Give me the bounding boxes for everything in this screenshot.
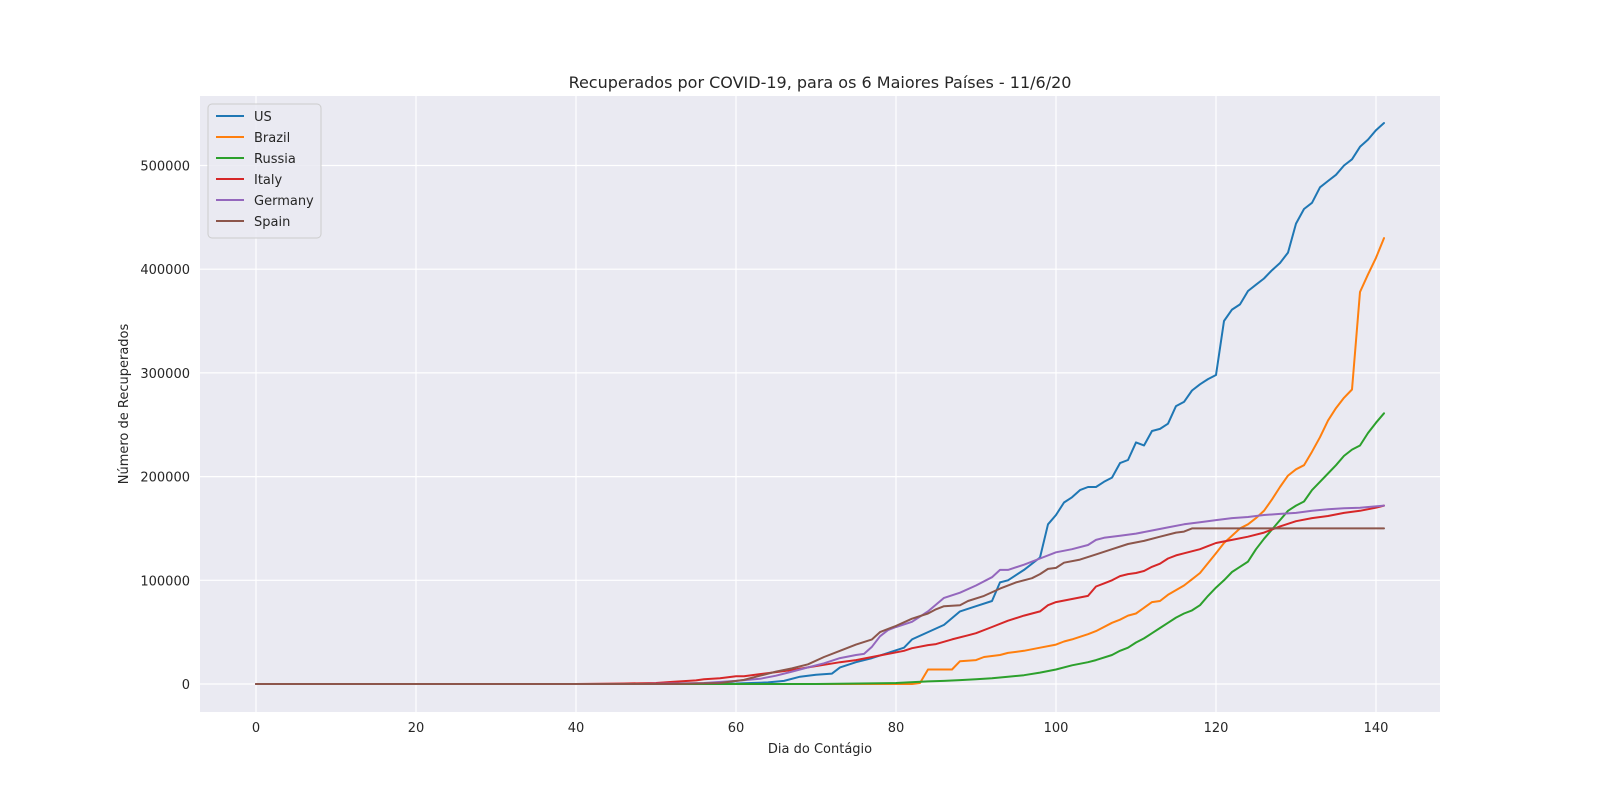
chart-title: Recuperados por COVID-19, para os 6 Maio…: [569, 73, 1072, 92]
x-axis-ticks: 0 20 40 60 80 100 120 140: [252, 721, 1389, 736]
legend-label-us: US: [254, 110, 272, 125]
x-tick-label: 120: [1204, 721, 1229, 736]
x-tick-label: 80: [888, 721, 905, 736]
x-tick-label: 20: [408, 721, 425, 736]
series-line-spain: [255, 527, 1385, 685]
series-line-brazil: [255, 237, 1385, 685]
y-axis-title: Número de Recuperados: [117, 324, 132, 485]
series-line-germany: [255, 504, 1385, 685]
x-tick-label: 60: [728, 721, 745, 736]
series-line-italy: [255, 504, 1385, 685]
legend-label-brazil: Brazil: [254, 131, 290, 146]
legend-label-russia: Russia: [254, 152, 296, 167]
x-axis-title: Dia do Contágio: [768, 742, 872, 757]
y-tick-label: 500000: [140, 159, 190, 174]
grid: [200, 96, 1440, 712]
x-tick-label: 40: [568, 721, 585, 736]
legend-label-spain: Spain: [254, 215, 290, 230]
plot-background: [200, 96, 1440, 712]
legend-label-italy: Italy: [254, 173, 283, 188]
series-layer: [255, 122, 1385, 685]
legend-label-germany: Germany: [254, 194, 314, 209]
y-axis-ticks: 0 100000 200000 300000 400000 500000: [140, 159, 190, 693]
y-tick-label: 100000: [140, 574, 190, 589]
legend: US Brazil Russia Italy Germany Spain: [207, 103, 322, 239]
y-tick-label: 0: [182, 678, 190, 693]
y-tick-label: 200000: [140, 471, 190, 486]
series-line-russia: [255, 412, 1385, 685]
x-tick-label: 140: [1364, 721, 1389, 736]
y-tick-label: 400000: [140, 263, 190, 278]
x-tick-label: 100: [1044, 721, 1069, 736]
x-tick-label: 0: [252, 721, 260, 736]
y-tick-label: 300000: [140, 367, 190, 382]
